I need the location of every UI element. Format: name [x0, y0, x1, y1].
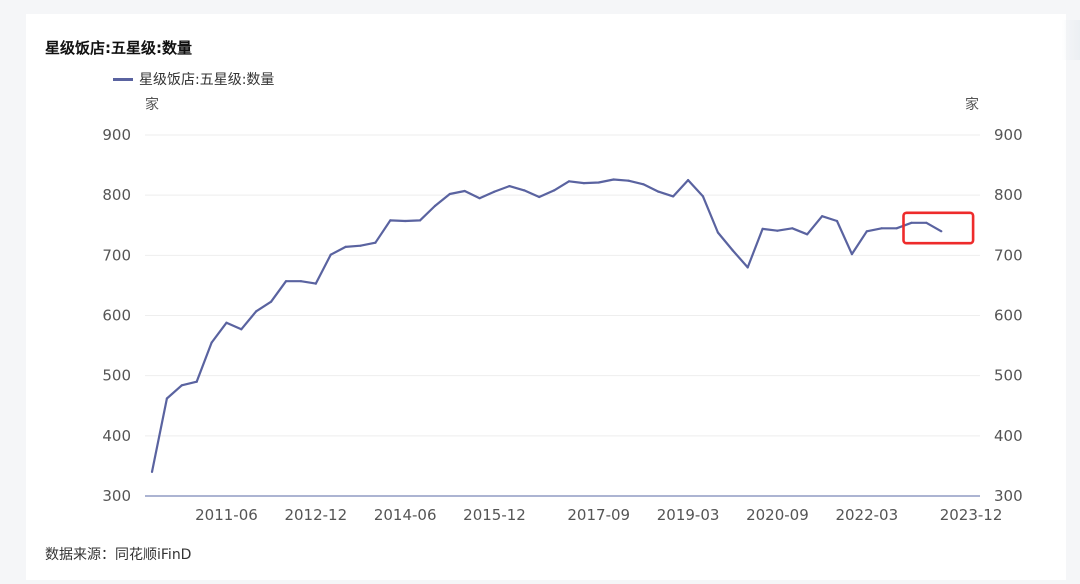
data-point [299, 280, 302, 283]
data-point [448, 192, 451, 196]
y-tick-label-right: 500 [994, 367, 1023, 385]
data-point [523, 189, 526, 192]
data-point [165, 397, 168, 400]
data-point [284, 280, 288, 283]
data-point [553, 189, 556, 192]
data-point [314, 282, 317, 285]
data-point [240, 328, 243, 331]
data-point [433, 204, 436, 208]
x-tick-label: 2020-09 [746, 506, 809, 524]
data-point [835, 219, 839, 223]
data-point [627, 179, 630, 182]
legend-label: 星级饭店:五星级:数量 [139, 72, 275, 88]
data-point [731, 249, 734, 252]
y-tick-label-right: 700 [994, 246, 1023, 264]
data-point [180, 384, 183, 387]
x-tick-label: 2012-12 [284, 506, 347, 524]
x-tick-label: 2019-03 [657, 506, 720, 524]
data-point [270, 300, 273, 303]
data-point [925, 221, 928, 224]
page-edge-shadow [1062, 20, 1080, 60]
series-layer [150, 178, 943, 473]
data-point [418, 219, 422, 222]
data-point [359, 244, 362, 247]
data-point [746, 266, 749, 269]
data-point [895, 227, 898, 230]
y-tick-label-left: 800 [102, 186, 131, 204]
y-tick-label-right: 400 [994, 427, 1023, 445]
y-tick-label-right: 600 [994, 307, 1023, 325]
data-point [493, 190, 496, 193]
chart-card [26, 14, 1066, 580]
data-point [612, 178, 615, 181]
chart-title: 星级饭店:五星级:数量 [45, 39, 192, 57]
grid-lines [145, 134, 980, 437]
data-point [538, 195, 541, 199]
data-point [389, 219, 392, 222]
data-point [255, 310, 258, 313]
y-axis-unit-left: 家 [145, 96, 159, 113]
x-axis-ticks: 2011-06 2012-12 2014-06 2015-12 2017-09 2019-… [195, 506, 1002, 524]
x-tick-label: 2023-12 [940, 506, 1003, 524]
y-tick-label-left: 600 [102, 307, 131, 325]
data-source-note: 数据来源：同花顺iFinD [45, 547, 192, 563]
data-point [791, 227, 794, 230]
data-point [508, 185, 511, 188]
legend-line-swatch [113, 77, 133, 81]
data-point [761, 227, 764, 230]
data-point [940, 230, 943, 233]
data-point [478, 197, 481, 200]
data-point [463, 189, 466, 193]
data-point [687, 179, 690, 182]
data-point [701, 195, 705, 198]
x-tick-label: 2011-06 [195, 506, 258, 524]
data-point [344, 245, 347, 248]
data-point [806, 233, 809, 236]
y-tick-label-left: 300 [102, 487, 131, 505]
data-point [195, 380, 198, 383]
data-point [865, 230, 868, 233]
data-point [657, 190, 660, 193]
series-line [150, 178, 942, 473]
highlight-box [902, 211, 975, 245]
data-point [776, 229, 779, 232]
data-point [582, 182, 586, 185]
y-tick-label-left: 500 [102, 367, 131, 385]
data-point [880, 227, 883, 230]
data-point [597, 181, 600, 184]
x-tick-label: 2014-06 [374, 506, 437, 524]
y-axis-right-ticks: 900 800 700 600 500 400 300 [994, 126, 1023, 505]
data-point [329, 253, 332, 256]
data-point [821, 215, 824, 218]
data-point [642, 183, 645, 186]
y-tick-label-left: 700 [102, 246, 131, 264]
data-point [225, 321, 228, 324]
y-axis-left-ticks: 900 800 700 600 500 400 300 [102, 126, 131, 505]
data-point [716, 231, 720, 234]
x-tick-label: 2015-12 [463, 506, 526, 524]
y-tick-label-right: 800 [994, 186, 1023, 204]
y-tick-label-left: 400 [102, 427, 131, 445]
legend[interactable]: 星级饭店:五星级:数量 [113, 69, 274, 89]
data-point [210, 341, 213, 344]
y-axis-unit-right: 家 [965, 96, 979, 113]
data-point [567, 180, 571, 183]
data-point [150, 470, 154, 473]
data-point [404, 219, 407, 223]
x-tick-label: 2022-03 [835, 506, 898, 524]
x-tick-label: 2017-09 [567, 506, 630, 524]
y-tick-label-left: 900 [102, 126, 131, 144]
data-point [374, 241, 377, 244]
data-point [850, 253, 854, 256]
y-tick-label-right: 900 [994, 126, 1023, 144]
data-point [910, 221, 913, 224]
annotation-layer [902, 211, 975, 245]
data-point [672, 195, 675, 198]
y-tick-label-right: 300 [994, 487, 1023, 505]
